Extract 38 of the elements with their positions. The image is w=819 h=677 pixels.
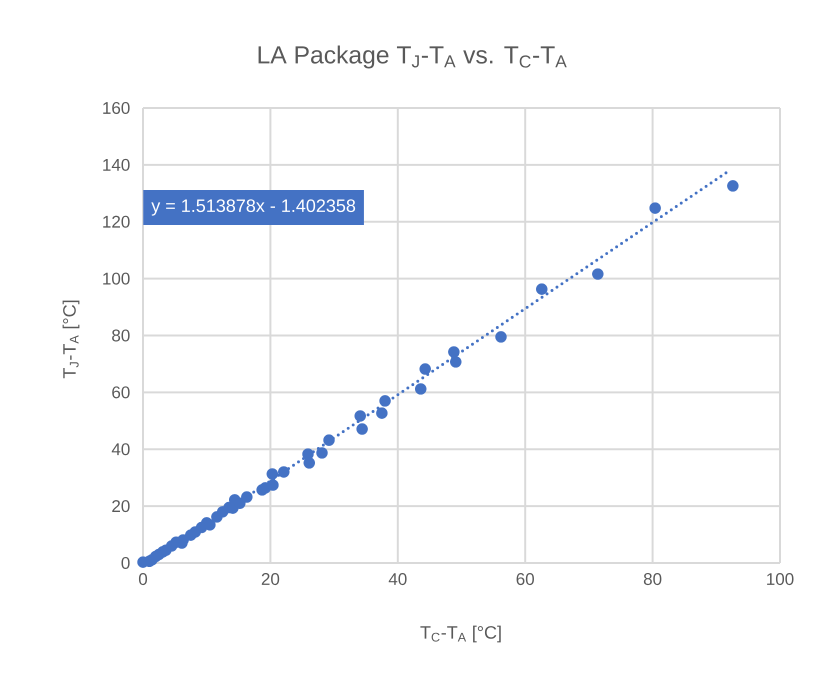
chart-title: LA Package T$_{J}$-T$_{A}$ vs. T$_{C}$-T$_{A}$ <box>258 45 567 68</box>
y-tick-label: 0 <box>122 556 130 570</box>
y-tick-label: 60 <box>112 386 130 398</box>
y-axis-title: T$_{J}$-T$_{A}$ [°C] <box>62 300 80 378</box>
point <box>450 356 462 368</box>
point <box>278 466 290 478</box>
x-tick-label: 60 <box>516 573 534 586</box>
y-tick-label: 100 <box>103 272 130 285</box>
point <box>241 491 253 503</box>
point <box>649 202 661 214</box>
y-tick-label: 140 <box>103 158 130 171</box>
point <box>727 180 739 192</box>
y-tick-label: 80 <box>112 329 130 342</box>
point <box>316 447 328 459</box>
point <box>495 331 507 343</box>
point <box>536 283 548 295</box>
point <box>376 407 388 419</box>
point <box>419 363 431 375</box>
x-tick-label: 40 <box>388 573 407 586</box>
y-tick-label: 20 <box>112 500 130 512</box>
x-tick-label: 80 <box>644 573 662 586</box>
y-tick-label: 120 <box>103 216 130 228</box>
point <box>266 468 278 480</box>
annotation: y = 1.513878x - 1.402358 <box>151 199 356 216</box>
y-tick-label: 160 <box>103 102 130 114</box>
point <box>304 457 315 469</box>
x-tick-label: 100 <box>767 573 794 586</box>
point <box>592 268 604 280</box>
point <box>323 434 335 446</box>
point <box>414 383 426 395</box>
point <box>354 410 366 422</box>
point <box>379 395 391 407</box>
y-tick-label: 40 <box>112 443 130 456</box>
x-axis-title: T$_{C}$-T$_{A}$ [°C] <box>420 626 501 642</box>
x-tick-label: 20 <box>262 573 280 586</box>
point <box>356 423 368 435</box>
x-tick-label: 0 <box>138 573 148 586</box>
point <box>448 346 460 358</box>
